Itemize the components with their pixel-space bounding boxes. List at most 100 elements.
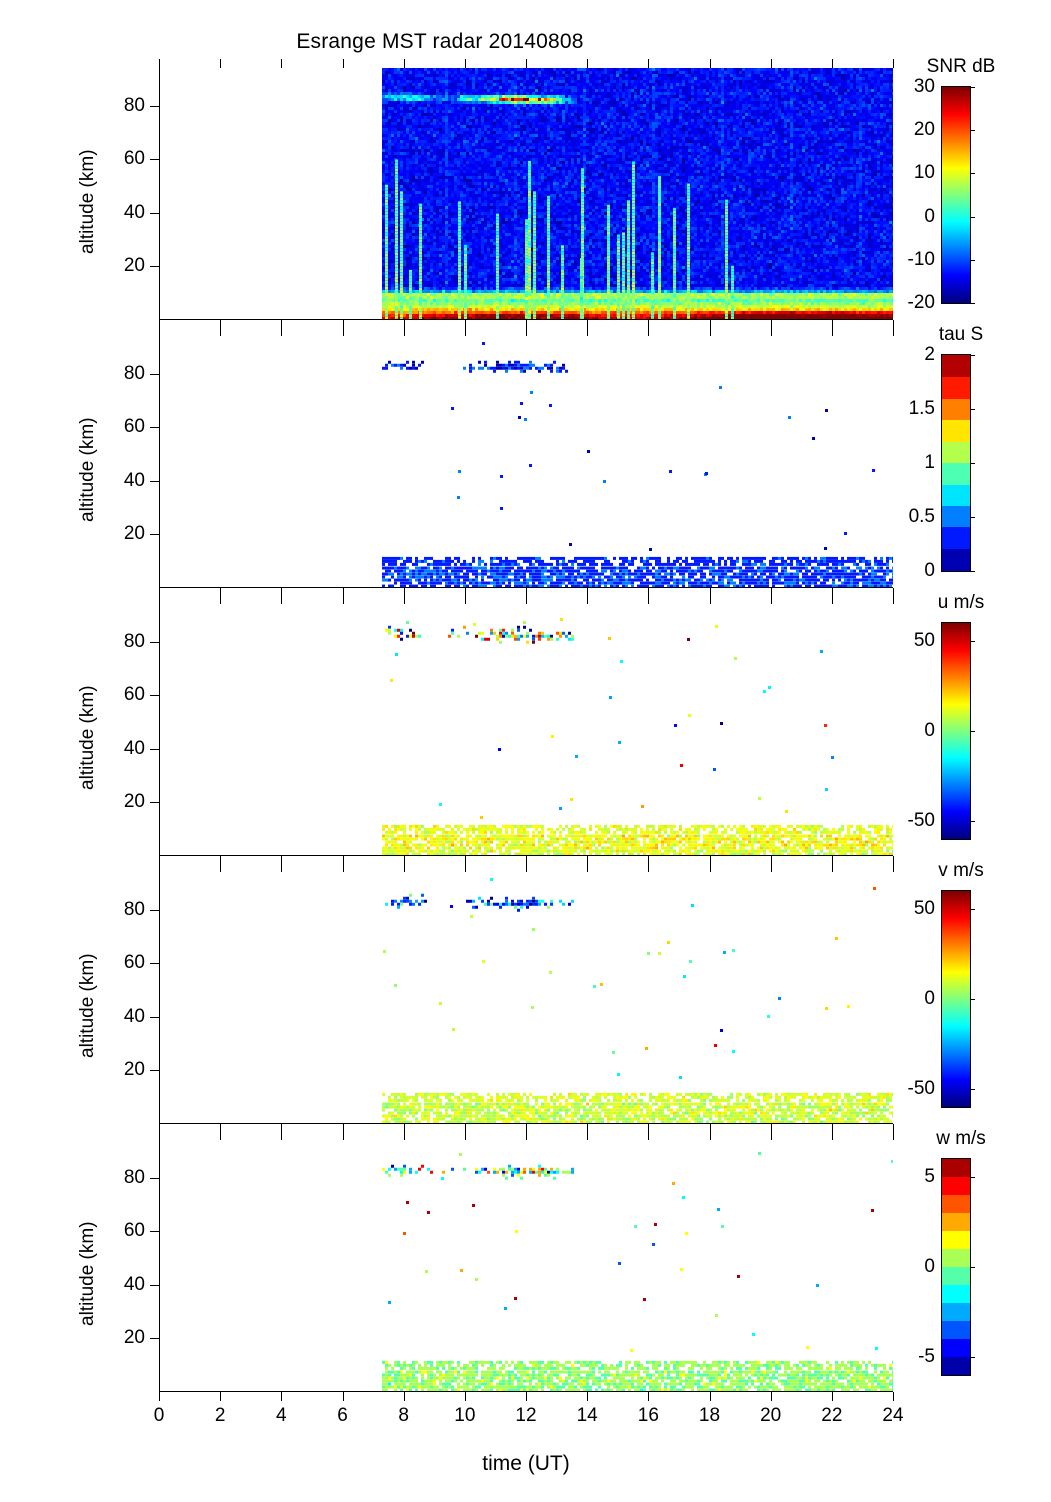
x-tick-w-12 bbox=[526, 1392, 527, 1401]
x-tick-top-u-14 bbox=[587, 595, 589, 604]
y-tick-label-v-40: 40 bbox=[123, 1005, 145, 1027]
axes-frame-u bbox=[159, 604, 893, 856]
x-tick-top-snr-22 bbox=[831, 59, 833, 68]
x-tick-top-tau-2 bbox=[220, 327, 222, 336]
x-tick-top-w-6 bbox=[342, 1131, 344, 1140]
x-tick-label-2: 2 bbox=[214, 1405, 226, 1426]
colorbar-tick-label-w-0: -5 bbox=[918, 1346, 935, 1367]
x-tick-top-tau-6 bbox=[342, 327, 344, 336]
x-tick-top-u-16 bbox=[648, 595, 650, 604]
axes-frame-w bbox=[159, 1140, 893, 1392]
x-tick-u-12 bbox=[526, 856, 527, 865]
y-tick-w-40 bbox=[150, 1284, 159, 1286]
colorbar-tick-label-snr-2: 0 bbox=[924, 205, 935, 227]
heatmap-snr bbox=[159, 68, 893, 320]
x-tick-v-0 bbox=[159, 1124, 160, 1133]
x-tick-top-tau-24 bbox=[893, 327, 894, 336]
colorbar-title-w: w m/s bbox=[936, 1128, 986, 1149]
heatmap-v bbox=[159, 872, 893, 1124]
x-tick-top-v-12 bbox=[526, 863, 527, 872]
colorbar-tick-label-tau-0: 0 bbox=[924, 560, 935, 581]
x-tick-top-v-8 bbox=[403, 863, 405, 872]
x-tick-snr-16 bbox=[648, 320, 650, 329]
x-tick-snr-8 bbox=[403, 320, 405, 329]
y-tick-tau-20 bbox=[150, 534, 159, 536]
colorbar-tick-snr-0 bbox=[970, 303, 975, 304]
y-tick-label-v-20: 20 bbox=[123, 1059, 145, 1081]
x-tick-top-w-16 bbox=[648, 1131, 650, 1140]
y-tick-snr-80 bbox=[150, 105, 159, 107]
x-tick-label-4: 4 bbox=[276, 1405, 287, 1426]
axes-frame-tau bbox=[159, 336, 893, 588]
x-tick-top-u-6 bbox=[342, 595, 344, 604]
x-tick-u-14 bbox=[587, 856, 589, 865]
x-tick-top-w-10 bbox=[464, 1131, 466, 1140]
x-tick-w-4 bbox=[281, 1392, 283, 1401]
y-tick-v-60 bbox=[150, 963, 159, 965]
colorbar-tick-snr-2 bbox=[970, 216, 975, 218]
colorbar-tick-label-v-1: 0 bbox=[924, 988, 935, 1009]
x-tick-u-4 bbox=[281, 856, 283, 865]
y-tick-snr-60 bbox=[150, 159, 159, 161]
x-tick-v-24 bbox=[893, 1124, 894, 1133]
y-axis-title-snr: altitude (km) bbox=[77, 149, 98, 254]
x-tick-v-6 bbox=[342, 1124, 344, 1133]
x-tick-top-v-18 bbox=[709, 863, 711, 872]
y-axis-title-w: altitude (km) bbox=[77, 1221, 98, 1326]
x-tick-w-14 bbox=[587, 1392, 589, 1401]
x-tick-top-v-6 bbox=[342, 863, 344, 872]
x-tick-top-w-4 bbox=[281, 1131, 283, 1140]
x-tick-top-tau-16 bbox=[648, 327, 650, 336]
x-tick-tau-12 bbox=[526, 588, 527, 597]
x-tick-top-tau-8 bbox=[403, 327, 405, 336]
x-tick-top-snr-2 bbox=[220, 59, 222, 68]
x-tick-top-snr-20 bbox=[770, 59, 772, 68]
x-tick-top-tau-0 bbox=[159, 327, 160, 336]
colorbar-tick-u-1 bbox=[970, 731, 975, 732]
x-tick-w-0 bbox=[159, 1392, 160, 1401]
colorbar-tick-label-tau-3: 1.5 bbox=[908, 398, 935, 419]
x-tick-top-tau-10 bbox=[464, 327, 466, 336]
colorbar-tick-tau-0 bbox=[970, 571, 975, 572]
x-tick-u-16 bbox=[648, 856, 650, 865]
x-tick-v-8 bbox=[403, 1124, 405, 1133]
x-tick-label-24: 24 bbox=[882, 1405, 904, 1426]
y-tick-label-snr-60: 60 bbox=[123, 148, 145, 170]
x-tick-snr-6 bbox=[342, 320, 344, 329]
x-tick-top-u-10 bbox=[464, 595, 466, 604]
x-tick-top-v-10 bbox=[464, 863, 466, 872]
x-tick-top-snr-24 bbox=[893, 59, 894, 68]
colorbar-tick-w-2 bbox=[970, 1177, 975, 1178]
y-tick-tau-40 bbox=[150, 480, 159, 482]
colorbar-tick-label-snr-3: 10 bbox=[913, 162, 935, 184]
colorbar-gradient-w bbox=[942, 1159, 970, 1375]
x-tick-tau-8 bbox=[403, 588, 405, 597]
x-tick-top-u-18 bbox=[709, 595, 711, 604]
panel-v: 20 40 60 80 bbox=[124, 863, 894, 1133]
colorbar-tick-tau-3 bbox=[970, 409, 975, 410]
y-tick-u-80 bbox=[150, 641, 159, 643]
x-tick-u-24 bbox=[893, 856, 894, 865]
x-tick-top-v-14 bbox=[587, 863, 589, 872]
colorbar-tick-label-snr-4: 20 bbox=[913, 119, 935, 141]
x-tick-top-u-20 bbox=[770, 595, 772, 604]
colorbar-tick-label-w-1: 0 bbox=[924, 1256, 935, 1277]
x-tick-v-2 bbox=[220, 1124, 222, 1133]
colorbar-tick-tau-2 bbox=[970, 463, 975, 464]
x-tick-snr-20 bbox=[770, 320, 772, 329]
x-tick-tau-14 bbox=[587, 588, 589, 597]
x-tick-u-20 bbox=[770, 856, 772, 865]
y-tick-w-20 bbox=[150, 1338, 159, 1340]
x-tick-snr-0 bbox=[159, 320, 160, 329]
colorbar-gradient-snr bbox=[942, 87, 970, 303]
heatmap-u bbox=[159, 604, 893, 856]
colorbar-tau: 0 0.5 1 1.5 2 bbox=[909, 344, 975, 581]
x-tick-snr-4 bbox=[281, 320, 283, 329]
colorbar-tick-label-w-2: 5 bbox=[924, 1166, 935, 1187]
heatmap-tau bbox=[159, 336, 893, 588]
y-axis-title-u: altitude (km) bbox=[77, 685, 98, 790]
y-tick-tau-60 bbox=[150, 427, 159, 429]
y-tick-label-u-20: 20 bbox=[123, 791, 145, 813]
colorbar-tick-u-2 bbox=[970, 641, 975, 642]
